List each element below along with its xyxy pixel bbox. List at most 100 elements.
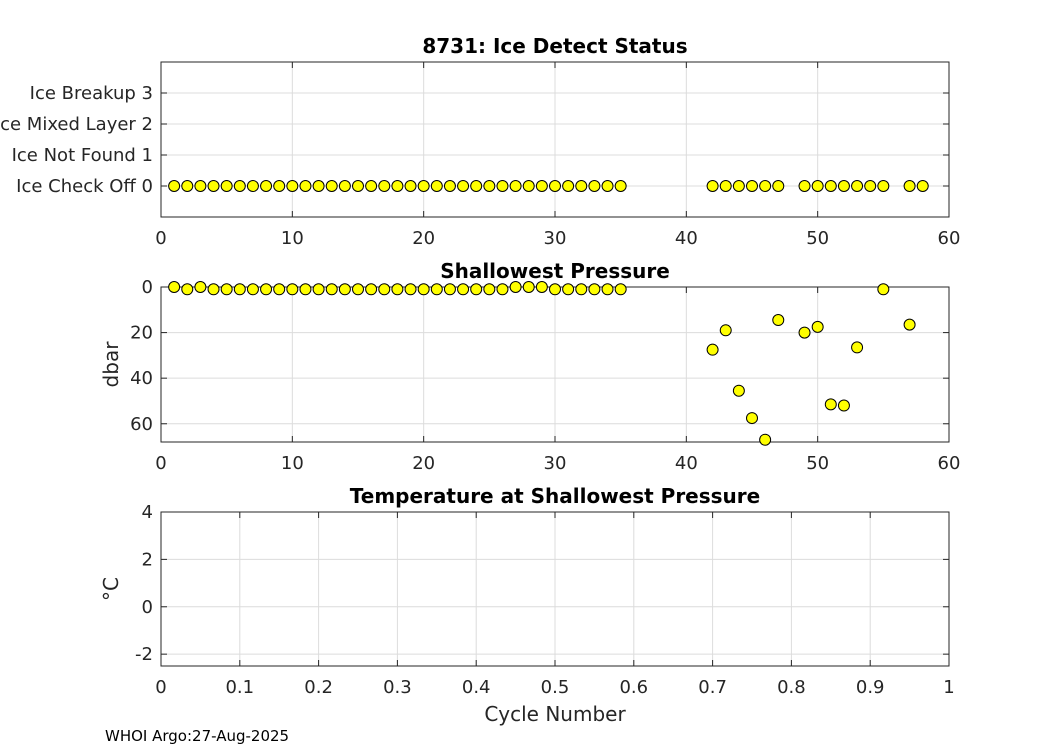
ice-x-tick-label-1: 10 <box>281 228 304 249</box>
pressure-data-point <box>207 283 220 296</box>
pressure-data-point <box>575 283 588 296</box>
temperature-x-tick-label-8: 0.8 <box>777 677 806 698</box>
pressure-data-point <box>233 283 246 296</box>
pressure-data-point <box>601 283 614 296</box>
temperature-y-axis-label: °C <box>99 577 123 601</box>
pressure-data-point <box>496 283 509 296</box>
ice-data-point <box>194 180 207 192</box>
ice-data-point <box>798 180 811 192</box>
pressure-data-point <box>220 283 233 296</box>
pressure-data-point <box>772 314 785 327</box>
pressure-chart-title: Shallowest Pressure <box>440 259 670 283</box>
ice-data-point <box>220 180 233 192</box>
pressure-x-tick-label-4: 40 <box>675 453 698 474</box>
pressure-data-point <box>614 283 627 296</box>
pressure-data-point <box>562 283 575 296</box>
pressure-x-tick-label-6: 60 <box>938 453 961 474</box>
ice-data-point <box>181 180 194 192</box>
ice-y-tick-label-2: Ice Mixed Layer 2 <box>0 114 153 135</box>
pressure-data-point <box>483 283 496 296</box>
temperature-x-tick-label-2: 0.2 <box>304 677 333 698</box>
ice-data-point <box>404 180 417 192</box>
temperature-x-tick-label-0: 0 <box>155 677 166 698</box>
ice-data-point <box>246 180 259 192</box>
temperature-y-tick-label-2: 2 <box>142 549 153 570</box>
pressure-y-tick-label-3: 60 <box>130 414 153 435</box>
ice-data-point <box>811 180 824 192</box>
pressure-data-point <box>391 283 404 296</box>
ice-y-tick-label-0: Ice Check Off 0 <box>16 176 153 197</box>
ice-data-point <box>588 180 601 192</box>
pressure-data-point <box>378 283 391 296</box>
temperature-chart: 0 0.1 0.2 0.3 0.4 0.5 0.6 0.7 0.8 0.9 1-2024Temper… <box>99 484 955 726</box>
pressure-data-point <box>522 281 535 293</box>
ice-x-tick-label-6: 60 <box>938 228 961 249</box>
pressure-data-point <box>168 281 181 293</box>
temperature-x-tick-label-6: 0.6 <box>619 677 648 698</box>
ice-data-point <box>312 180 325 192</box>
pressure-data-point <box>824 398 837 411</box>
ice-data-point <box>575 180 588 192</box>
pressure-x-tick-label-5: 50 <box>806 453 829 474</box>
temperature-x-tick-label-10: 1 <box>943 677 954 698</box>
pressure-x-tick-label-1: 10 <box>281 453 304 474</box>
pressure-data-point <box>877 283 890 296</box>
temperature-x-tick-label-5: 0.5 <box>541 677 570 698</box>
ice-data-point <box>837 180 850 192</box>
ice-data-point <box>378 180 391 192</box>
temperature-y-tick-label-0: -2 <box>135 644 153 665</box>
ice-data-point <box>614 180 627 192</box>
pressure-data-point <box>417 283 430 296</box>
ice-x-tick-label-2: 20 <box>412 228 435 249</box>
ice-data-point <box>535 180 548 192</box>
temperature-x-tick-label-3: 0.3 <box>383 677 412 698</box>
ice-x-tick-label-3: 30 <box>544 228 567 249</box>
temperature-x-tick-label-4: 0.4 <box>462 677 491 698</box>
ice-data-point <box>417 180 430 192</box>
pressure-data-point <box>798 326 811 339</box>
pressure-data-point <box>246 283 259 296</box>
pressure-x-tick-label-0: 0 <box>155 453 166 474</box>
footer-label: WHOI Argo:27-Aug-2025 <box>105 727 289 745</box>
pressure-data-point <box>851 341 864 354</box>
pressure-data-point <box>352 283 364 296</box>
ice-detect-status-chart: 0 10 20 30 40 50 60 Ice Check Off 0 Ice Not Foun… <box>0 34 960 249</box>
pressure-data-point <box>732 384 745 397</box>
ice-data-point <box>601 180 614 192</box>
ice-data-point <box>338 180 351 192</box>
ice-data-point <box>903 180 916 192</box>
ice-x-tick-label-0: 0 <box>155 228 166 249</box>
pressure-y-axis-label: dbar <box>99 341 123 388</box>
ice-y-tick-label-1: Ice Not Found 1 <box>12 145 153 166</box>
pressure-data-point <box>325 283 338 296</box>
pressure-data-point <box>470 283 483 296</box>
pressure-data-point <box>273 283 286 296</box>
pressure-data-point <box>260 283 273 296</box>
ice-data-point <box>759 180 772 192</box>
temperature-x-tick-label-1: 0.1 <box>225 677 254 698</box>
pressure-data-point <box>588 283 601 296</box>
ice-data-point <box>549 180 561 192</box>
ice-x-tick-label-5: 50 <box>806 228 829 249</box>
pressure-data-point <box>430 283 443 296</box>
ice-data-point <box>391 180 404 192</box>
pressure-y-tick-label-1: 20 <box>130 323 153 344</box>
ice-x-tick-label-4: 40 <box>675 228 698 249</box>
ice-data-point <box>443 180 456 192</box>
ice-data-point <box>260 180 273 192</box>
pressure-data-point <box>719 324 732 337</box>
ice-data-point <box>352 180 364 192</box>
pressure-data-point <box>299 283 312 296</box>
ice-data-point <box>470 180 483 192</box>
pressure-data-point <box>443 283 456 296</box>
pressure-data-point <box>194 281 207 293</box>
ice-data-point <box>168 180 181 192</box>
pressure-x-tick-label-2: 20 <box>412 453 435 474</box>
ice-data-point <box>732 180 745 192</box>
ice-data-point <box>706 180 719 192</box>
ice-data-point <box>522 180 535 192</box>
pressure-data-point <box>509 281 522 293</box>
temperature-x-tick-label-9: 0.9 <box>856 677 885 698</box>
